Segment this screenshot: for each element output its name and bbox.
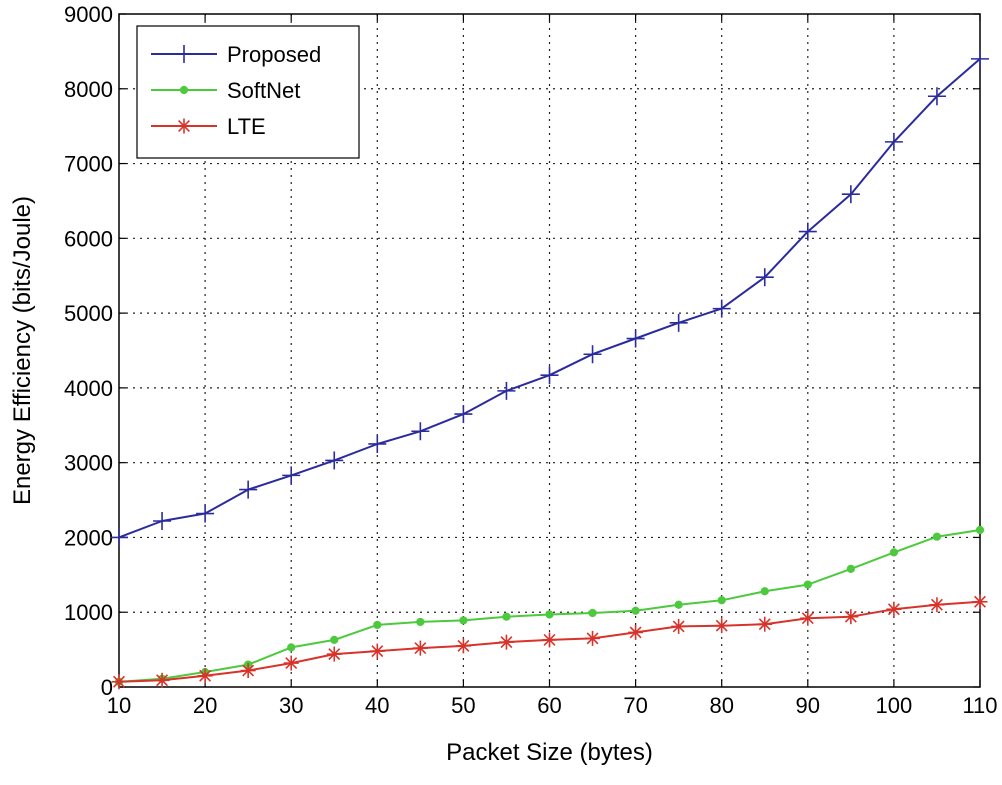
y-tick-label: 9000	[64, 2, 113, 27]
series-proposed	[110, 49, 989, 547]
legend-label-proposed: Proposed	[227, 42, 321, 67]
data-point-lte	[585, 630, 601, 646]
data-point-proposed	[798, 222, 817, 241]
y-tick-label: 4000	[64, 376, 113, 401]
data-point-softnet	[674, 600, 683, 609]
data-point-lte	[455, 638, 471, 654]
legend-item-proposed: Proposed	[151, 42, 321, 67]
data-point-proposed	[927, 87, 946, 106]
data-point-proposed	[755, 268, 774, 287]
data-point-lte	[757, 616, 773, 632]
data-point-lte	[671, 618, 687, 634]
data-point-softnet	[760, 587, 769, 596]
y-tick-label: 1000	[64, 600, 113, 625]
x-tick-label: 30	[279, 693, 303, 718]
data-point-softnet	[889, 548, 899, 557]
data-point-lte	[800, 610, 816, 626]
legend-item-softnet: SoftNet	[151, 78, 300, 103]
y-tick-label: 7000	[64, 152, 113, 177]
data-point-lte	[283, 655, 299, 671]
legend: Proposed SoftNet LTE	[136, 25, 360, 159]
data-point-proposed	[626, 329, 645, 348]
legend-marker-softnet	[179, 85, 189, 95]
data-point-lte	[843, 609, 859, 625]
data-point-softnet	[416, 617, 425, 627]
legend-label-lte: LTE	[227, 114, 266, 139]
data-point-softnet	[373, 620, 382, 630]
data-point-proposed	[196, 504, 215, 523]
data-point-proposed	[583, 345, 602, 364]
series-lte	[111, 594, 988, 690]
legend-marker-lte	[176, 118, 192, 134]
data-point-softnet	[717, 596, 726, 605]
data-point-proposed	[282, 466, 301, 485]
x-tick-label: 10	[107, 693, 131, 718]
data-point-softnet	[846, 564, 855, 573]
data-point-softnet	[502, 612, 511, 621]
y-tick-label: 5000	[64, 301, 113, 326]
data-point-lte	[628, 624, 644, 640]
x-tick-label: 40	[365, 693, 389, 718]
data-point-lte	[369, 643, 385, 659]
y-tick-label: 3000	[64, 451, 113, 476]
data-point-proposed	[110, 528, 128, 547]
data-point-lte	[714, 618, 730, 634]
data-point-softnet	[287, 643, 296, 652]
axis-ticks: 10 20 30 40 50 60 70 80 90 100 110 0 1000 2000 3000 400…	[64, 2, 997, 718]
x-tick-label: 90	[796, 693, 820, 718]
data-point-proposed	[239, 480, 258, 499]
series-group	[110, 49, 989, 690]
data-point-proposed	[841, 185, 860, 204]
legend-item-lte: LTE	[151, 114, 266, 139]
y-tick-label: 6000	[64, 226, 113, 251]
data-point-lte	[972, 594, 988, 610]
data-point-lte	[886, 601, 902, 617]
data-point-proposed	[884, 132, 903, 151]
legend-marker-proposed	[175, 45, 193, 63]
x-tick-label: 20	[193, 693, 217, 718]
data-point-proposed	[669, 313, 688, 332]
y-tick-label: 8000	[64, 77, 113, 102]
x-tick-label: 80	[709, 693, 733, 718]
y-axis-label: Energy Efficiency (bits/Joule)	[9, 196, 36, 505]
data-point-lte	[929, 597, 945, 613]
data-point-lte	[542, 632, 557, 648]
data-point-softnet	[631, 606, 640, 615]
data-point-softnet	[803, 580, 812, 589]
data-point-lte	[197, 668, 213, 684]
data-point-proposed	[325, 451, 344, 470]
data-point-proposed	[540, 366, 559, 385]
data-point-softnet	[588, 608, 597, 618]
data-point-softnet	[932, 532, 942, 541]
x-tick-label: 100	[876, 693, 913, 718]
data-point-softnet	[459, 616, 468, 625]
x-tick-label: 110	[962, 693, 997, 718]
series-softnet	[114, 525, 985, 686]
y-tick-label: 0	[101, 675, 113, 700]
data-point-softnet	[330, 635, 339, 644]
data-point-lte	[111, 674, 127, 690]
data-point-proposed	[368, 434, 387, 453]
data-point-softnet	[545, 610, 554, 619]
x-axis-label: Packet Size (bytes)	[446, 739, 653, 766]
data-point-softnet	[975, 525, 985, 535]
x-tick-label: 70	[623, 693, 647, 718]
data-point-lte	[498, 634, 514, 650]
data-point-proposed	[411, 422, 430, 441]
y-tick-label: 2000	[64, 525, 113, 550]
data-point-lte	[412, 640, 428, 656]
data-point-proposed	[971, 49, 989, 68]
data-point-proposed	[497, 381, 516, 400]
legend-label-softnet: SoftNet	[227, 78, 300, 103]
data-point-proposed	[454, 405, 473, 424]
data-point-proposed	[712, 299, 731, 318]
data-point-lte	[240, 663, 256, 679]
x-tick-label: 60	[537, 693, 561, 718]
x-tick-label: 50	[451, 693, 475, 718]
data-point-proposed	[153, 511, 172, 530]
legend-box	[136, 25, 360, 159]
data-point-lte	[154, 672, 170, 688]
data-point-lte	[326, 646, 342, 662]
